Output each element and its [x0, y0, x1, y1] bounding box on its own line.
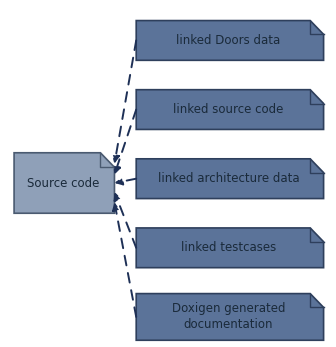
Text: linked testcases: linked testcases: [181, 241, 276, 254]
Polygon shape: [136, 294, 324, 340]
Text: linked Doors data: linked Doors data: [176, 34, 281, 47]
Text: linked source code: linked source code: [173, 103, 284, 116]
Polygon shape: [14, 153, 115, 213]
Polygon shape: [136, 90, 324, 129]
Text: Source code: Source code: [27, 177, 99, 189]
Polygon shape: [136, 228, 324, 268]
Polygon shape: [136, 159, 324, 198]
Text: linked architecture data: linked architecture data: [158, 172, 299, 185]
Polygon shape: [136, 20, 324, 60]
Text: Doxigen generated
documentation: Doxigen generated documentation: [172, 303, 285, 331]
